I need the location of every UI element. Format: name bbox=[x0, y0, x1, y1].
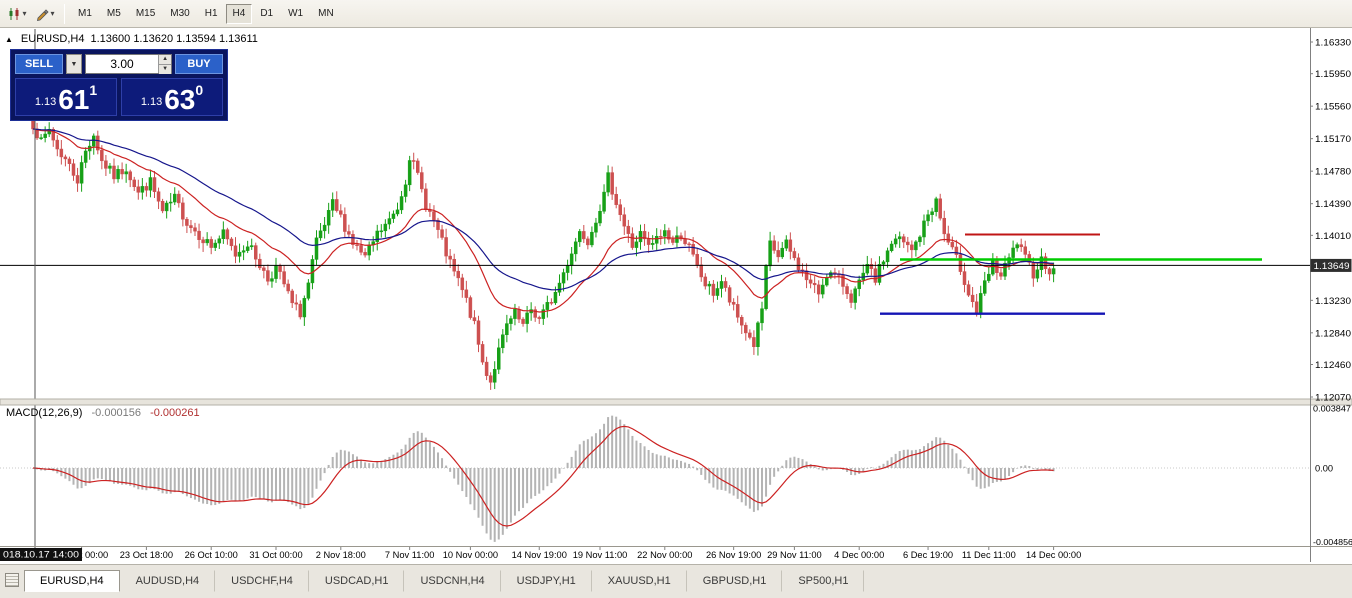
spinner-up-icon[interactable]: ▲ bbox=[159, 55, 171, 65]
svg-text:1.14780: 1.14780 bbox=[1315, 167, 1351, 177]
macd-value: -0.000156 bbox=[91, 407, 142, 419]
buy-price-pipette: 0 bbox=[195, 82, 204, 98]
spinner-down-icon[interactable]: ▼ bbox=[159, 65, 171, 74]
svg-text:1.12840: 1.12840 bbox=[1315, 328, 1351, 338]
pencil-icon bbox=[37, 8, 50, 21]
sell-price-prefix: 1.13 bbox=[34, 96, 57, 108]
timeframe-h1[interactable]: H1 bbox=[198, 4, 225, 24]
svg-text:10 Nov 00:00: 10 Nov 00:00 bbox=[443, 550, 498, 560]
svg-text:6 Dec 19:00: 6 Dec 19:00 bbox=[903, 550, 953, 560]
tab-audusd-h4[interactable]: AUDUSD,H4 bbox=[120, 570, 216, 592]
svg-text:14 Dec 00:00: 14 Dec 00:00 bbox=[1026, 550, 1081, 560]
macd-header: MACD(12,26,9) -0.000156 -0.000261 bbox=[6, 407, 200, 419]
volume-input[interactable] bbox=[86, 55, 159, 73]
sell-button[interactable]: SELL bbox=[15, 54, 63, 74]
svg-text:1.12070: 1.12070 bbox=[1315, 392, 1351, 402]
macd-signal-value: -0.000261 bbox=[150, 407, 200, 419]
svg-text:2 Nov 18:00: 2 Nov 18:00 bbox=[316, 550, 366, 560]
price-axis: 1.16330 1.15950 1.15560 1.15170 1.14780 1.143… bbox=[1310, 28, 1352, 562]
svg-text:1.14010: 1.14010 bbox=[1315, 231, 1351, 241]
volume-dropdown-button[interactable]: ▼ bbox=[66, 54, 82, 74]
macd-layer bbox=[0, 415, 1310, 542]
timeframe-w1[interactable]: W1 bbox=[281, 4, 310, 24]
sell-price-pipette: 1 bbox=[89, 82, 98, 98]
symbol-header: ▲ EURUSD,H4 1.13600 1.13620 1.13594 1.13… bbox=[5, 33, 258, 45]
svg-text:11 Dec 11:00: 11 Dec 11:00 bbox=[962, 550, 1016, 560]
svg-text:22 Nov 00:00: 22 Nov 00:00 bbox=[637, 550, 692, 560]
panel-toggle-icon[interactable]: ▲ bbox=[5, 34, 13, 44]
toolbar-separator bbox=[64, 3, 65, 24]
timeframe-m30[interactable]: M30 bbox=[163, 4, 196, 24]
svg-text:14 Nov 19:00: 14 Nov 19:00 bbox=[512, 550, 567, 560]
svg-text:4 Dec 00:00: 4 Dec 00:00 bbox=[834, 550, 884, 560]
chart-type-button[interactable]: ▾ bbox=[4, 3, 30, 25]
svg-text:29 Nov 11:00: 29 Nov 11:00 bbox=[767, 550, 822, 560]
svg-text:19 Nov 11:00: 19 Nov 11:00 bbox=[573, 550, 628, 560]
sell-price-display[interactable]: 1.13 61 1 bbox=[15, 78, 117, 116]
sell-price-main: 61 bbox=[58, 84, 90, 116]
price-chart[interactable]: 1.16330 1.15950 1.15560 1.15170 1.14780 1.143… bbox=[0, 28, 1352, 564]
timeframe-mn[interactable]: MN bbox=[311, 4, 341, 24]
svg-text:0.00: 0.00 bbox=[1315, 464, 1333, 474]
tab-usdcnh-h4[interactable]: USDCNH,H4 bbox=[404, 570, 501, 592]
candlestick-chart-icon bbox=[9, 7, 19, 20]
tab-gbpusd-h1[interactable]: GBPUSD,H1 bbox=[687, 570, 783, 592]
macd-label: MACD(12,26,9) bbox=[6, 407, 83, 419]
timeframe-buttons: M1 M5 M15 M30 H1 H4 D1 W1 MN bbox=[71, 3, 341, 24]
timeframe-m1[interactable]: M1 bbox=[71, 4, 99, 24]
chart-tab-bar: EURUSD,H4 AUDUSD,H4 USDCHF,H4 USDCAD,H1 USDC… bbox=[0, 564, 1352, 598]
buy-price-prefix: 1.13 bbox=[140, 96, 163, 108]
buy-price-display[interactable]: 1.13 63 0 bbox=[121, 78, 223, 116]
svg-text:1.14390: 1.14390 bbox=[1315, 199, 1351, 209]
svg-text:-0.004856: -0.004856 bbox=[1313, 537, 1352, 547]
current-price-badge: 1.13649 bbox=[1310, 258, 1352, 272]
volume-spinner: ▲ ▼ bbox=[158, 55, 171, 74]
buy-button[interactable]: BUY bbox=[175, 54, 223, 74]
draw-tool-button[interactable]: ▾ bbox=[32, 3, 58, 25]
chevron-down-icon: ▾ bbox=[22, 9, 27, 18]
tab-usdcad-h1[interactable]: USDCAD,H1 bbox=[309, 570, 405, 592]
tab-eurusd-h4[interactable]: EURUSD,H4 bbox=[24, 570, 120, 592]
tab-xauusd-h1[interactable]: XAUUSD,H1 bbox=[592, 570, 687, 592]
tab-usdchf-h4[interactable]: USDCHF,H4 bbox=[215, 570, 309, 592]
chevron-down-icon: ▾ bbox=[50, 9, 55, 18]
line-objects-layer bbox=[0, 29, 1310, 548]
svg-text:31 Oct 00:00: 31 Oct 00:00 bbox=[249, 550, 302, 560]
svg-text:23 Oct 18:00: 23 Oct 18:00 bbox=[120, 550, 173, 560]
timeframe-m15[interactable]: M15 bbox=[129, 4, 162, 24]
svg-text:1.12460: 1.12460 bbox=[1315, 360, 1351, 370]
svg-text:1.13230: 1.13230 bbox=[1315, 296, 1351, 306]
ohlc-values: 1.13600 1.13620 1.13594 1.13611 bbox=[90, 33, 258, 45]
timeframe-m5[interactable]: M5 bbox=[100, 4, 128, 24]
svg-text:018.10.17 14:00: 018.10.17 14:00 bbox=[3, 550, 79, 560]
chevron-down-icon: ▼ bbox=[70, 60, 78, 68]
symbol-label: EURUSD,H4 bbox=[20, 33, 85, 45]
svg-text:1.15560: 1.15560 bbox=[1315, 102, 1351, 112]
pane-dividers bbox=[0, 398, 1352, 547]
svg-text:1.15170: 1.15170 bbox=[1315, 134, 1351, 144]
svg-text:7 Nov 11:00: 7 Nov 11:00 bbox=[385, 550, 434, 560]
chart-list-icon[interactable] bbox=[5, 573, 19, 587]
svg-text:0.003847: 0.003847 bbox=[1313, 404, 1351, 414]
candles-layer bbox=[31, 113, 1056, 390]
svg-text:1.13649: 1.13649 bbox=[1314, 261, 1350, 271]
svg-text:26 Nov 19:00: 26 Nov 19:00 bbox=[706, 550, 761, 560]
svg-text:26 Oct 10:00: 26 Oct 10:00 bbox=[185, 550, 238, 560]
chart-window: 1.16330 1.15950 1.15560 1.15170 1.14780 1.143… bbox=[0, 28, 1352, 564]
tab-sp500-h1[interactable]: SP500,H1 bbox=[782, 570, 865, 592]
toolbar: ▾ ▾ M1 M5 M15 M30 H1 H4 D1 W1 MN bbox=[0, 0, 1352, 28]
timeframe-h4[interactable]: H4 bbox=[225, 3, 253, 24]
moving-averages-layer bbox=[32, 128, 1054, 313]
crosshair-date-label: 018.10.17 14:00 bbox=[0, 548, 82, 561]
volume-field: ▲ ▼ bbox=[85, 54, 172, 74]
tab-usdjpy-h1[interactable]: USDJPY,H1 bbox=[501, 570, 592, 592]
svg-text:1.15950: 1.15950 bbox=[1315, 69, 1351, 79]
timeframe-d1[interactable]: D1 bbox=[253, 4, 280, 24]
buy-price-main: 63 bbox=[164, 84, 196, 116]
chart-tabs: EURUSD,H4 AUDUSD,H4 USDCHF,H4 USDCAD,H1 USDC… bbox=[24, 570, 865, 592]
svg-text:1.16330: 1.16330 bbox=[1315, 38, 1351, 48]
